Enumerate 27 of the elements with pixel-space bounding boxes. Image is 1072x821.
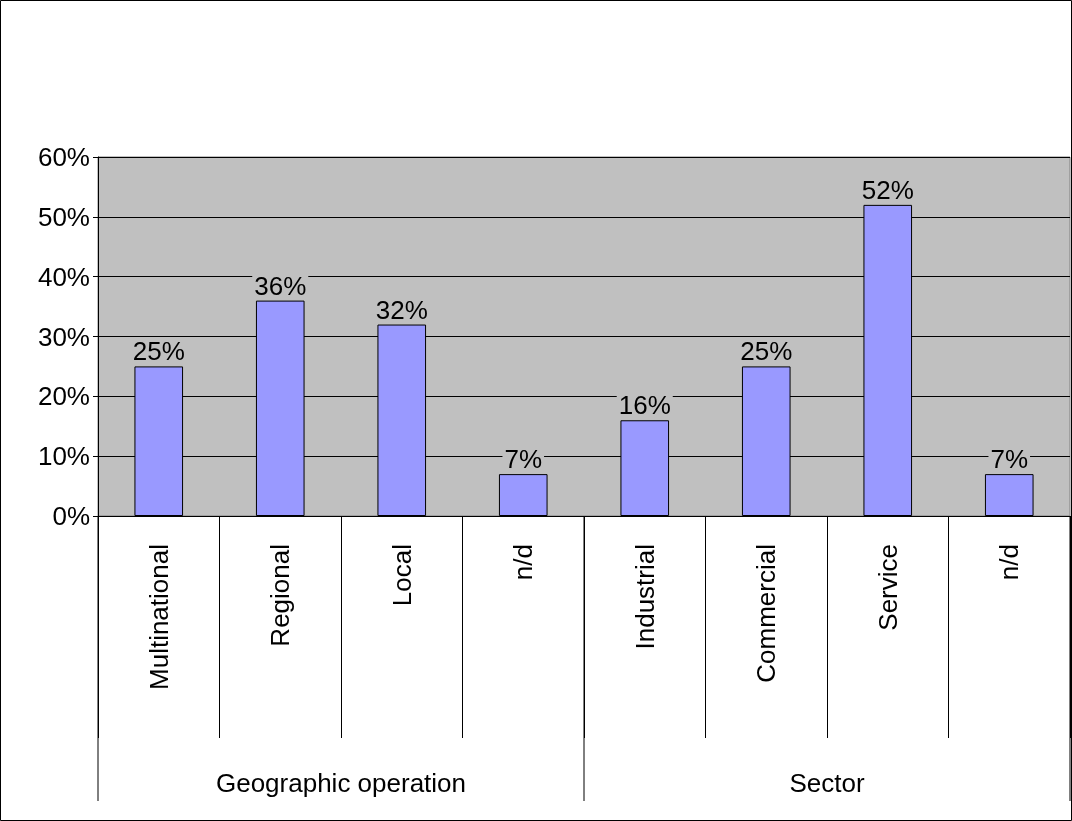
data-label: 16% — [618, 390, 671, 421]
data-label: 25% — [740, 336, 793, 367]
y-tick-label: 30% — [37, 321, 90, 352]
x-tick-label: Industrial — [629, 544, 660, 650]
x-tick-label: Service — [872, 544, 903, 631]
data-label: 7% — [504, 444, 543, 475]
data-label: 25% — [132, 336, 185, 367]
x-tick-label: Local — [386, 544, 417, 607]
bar — [984, 474, 1034, 516]
y-tick-label: 20% — [37, 381, 90, 412]
x-tick-label: Multinational — [143, 544, 174, 690]
y-tick-label: 0% — [52, 501, 90, 531]
data-label: 32% — [375, 294, 428, 325]
y-tick-label: 60% — [37, 142, 90, 172]
data-label: 36% — [254, 270, 307, 301]
x-tick-label: n/d — [508, 544, 539, 581]
bar — [498, 474, 548, 516]
x-tick-label: Regional — [265, 544, 296, 647]
text: Geographic operation — [215, 768, 467, 798]
data-label: 7% — [990, 444, 1029, 475]
data-label: 52% — [861, 174, 914, 205]
y-tick-label: 10% — [37, 441, 90, 472]
x-tick-label: Commercial — [751, 544, 782, 683]
x-tick-label: n/d — [994, 544, 1025, 581]
y-tick-label: 50% — [37, 201, 90, 232]
text: Sector — [789, 768, 865, 798]
y-tick-label: 40% — [37, 261, 90, 292]
